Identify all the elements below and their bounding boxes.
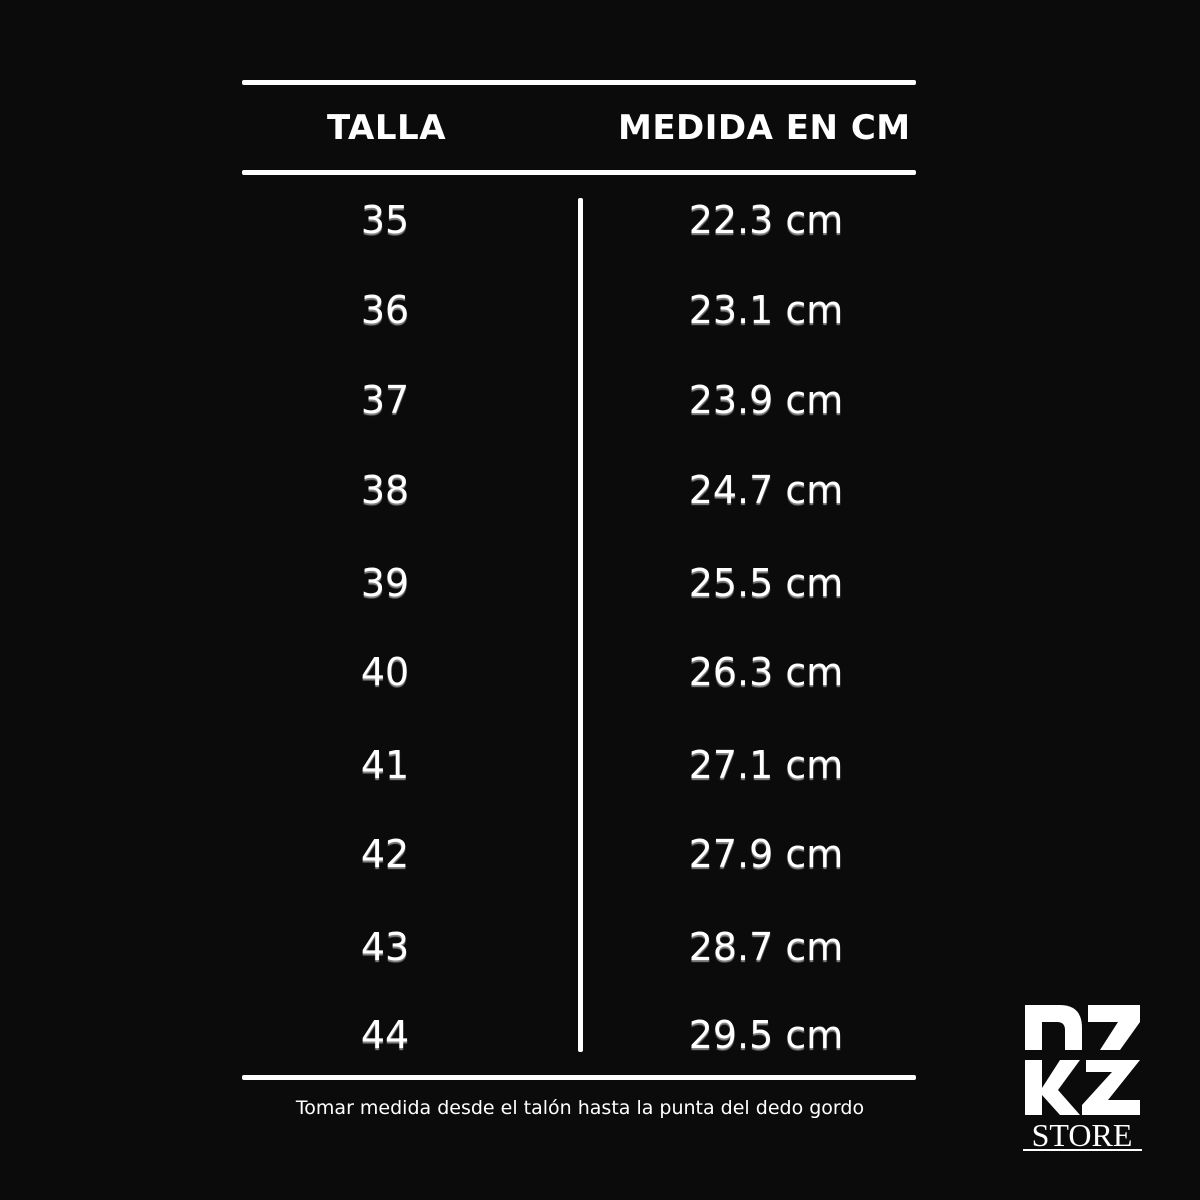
measure-cell: 29.5 cm	[688, 1013, 844, 1057]
footnote: Tomar medida desde el talón hasta la pun…	[295, 1097, 865, 1119]
size-cell: 38	[360, 468, 410, 512]
size-cell: 44	[360, 1013, 410, 1057]
header-rule	[242, 170, 916, 175]
measure-cell: 22.3 cm	[688, 198, 844, 242]
measure-cell: 24.7 cm	[688, 468, 844, 512]
bottom-rule	[242, 1075, 916, 1080]
size-cell: 35	[360, 198, 410, 242]
size-cell: 39	[360, 561, 410, 605]
measure-cell: 26.3 cm	[688, 650, 844, 694]
measure-cell: 28.7 cm	[688, 925, 844, 969]
measure-cell: 23.9 cm	[688, 378, 844, 422]
header-measure: MEDIDA EN CM	[618, 108, 911, 148]
logo-text: STORE	[1032, 1117, 1133, 1153]
measure-cell: 27.1 cm	[688, 743, 844, 787]
measure-cell: 27.9 cm	[688, 832, 844, 876]
size-cell: 40	[360, 650, 410, 694]
size-cell: 43	[360, 925, 410, 969]
size-cell: 36	[360, 288, 410, 332]
size-cell: 41	[360, 743, 410, 787]
column-divider	[578, 198, 583, 1052]
header-size: TALLA	[327, 108, 447, 148]
top-rule	[242, 80, 916, 85]
store-logo: STORE	[1023, 1005, 1142, 1153]
measure-cell: 25.5 cm	[688, 561, 844, 605]
size-cell: 42	[360, 832, 410, 876]
size-cell: 37	[360, 378, 410, 422]
measure-cell: 23.1 cm	[688, 288, 844, 332]
